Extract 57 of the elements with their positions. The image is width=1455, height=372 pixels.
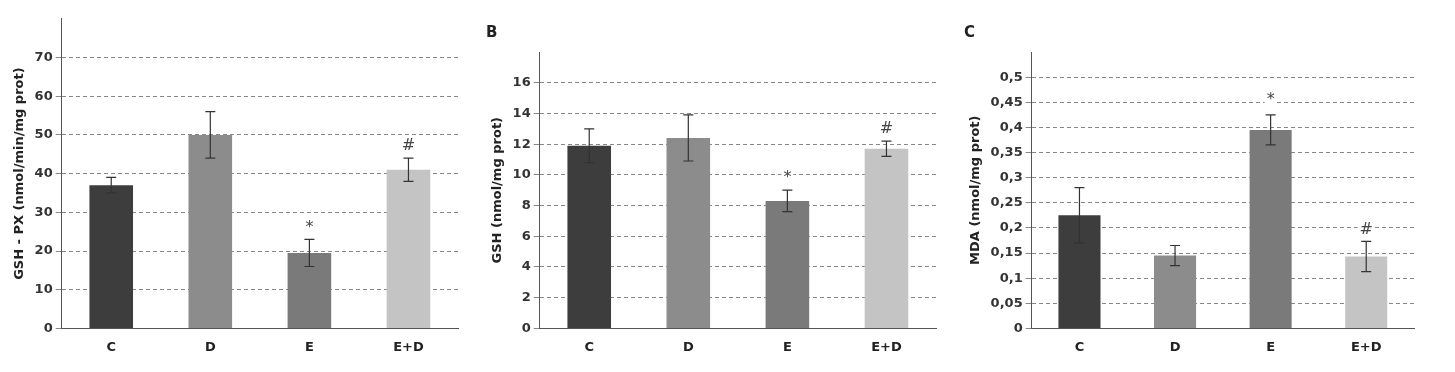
y-tick-label: 16 bbox=[512, 74, 531, 90]
y-tick-label: 8 bbox=[521, 196, 531, 212]
x-tick-label: C bbox=[1074, 338, 1085, 354]
annotation: # bbox=[401, 135, 416, 155]
y-tick-label: 40 bbox=[34, 164, 53, 180]
chart-title: B bbox=[486, 22, 498, 41]
bar bbox=[864, 148, 909, 328]
y-tick-label: 2 bbox=[521, 289, 531, 305]
y-tick-label: 0,3 bbox=[999, 169, 1023, 185]
bar bbox=[386, 169, 431, 328]
y-tick-label: 50 bbox=[34, 126, 53, 142]
y-tick-label: 70 bbox=[34, 48, 53, 64]
y-tick-label: 0,25 bbox=[990, 194, 1023, 210]
y-tick-label: 20 bbox=[34, 242, 53, 258]
bar bbox=[1249, 129, 1292, 328]
x-tick-label: E+D bbox=[393, 338, 424, 354]
annotation: * bbox=[783, 167, 792, 187]
y-tick-label: 0,2 bbox=[999, 219, 1023, 235]
y-tick-label: 0,05 bbox=[990, 294, 1023, 310]
annotation: * bbox=[1266, 89, 1275, 109]
x-tick-label: E bbox=[304, 338, 314, 354]
y-tick-label: 10 bbox=[34, 281, 53, 297]
bar bbox=[1345, 256, 1388, 328]
y-tick-label: 0,1 bbox=[999, 269, 1023, 285]
annotation: # bbox=[879, 118, 894, 138]
annotation: * bbox=[305, 216, 314, 236]
y-tick-label: 0 bbox=[521, 319, 531, 335]
bar bbox=[287, 252, 332, 328]
y-axis-title: GSH - PX (nmol/min/mg prot) bbox=[11, 67, 27, 280]
y-tick-label: 0,45 bbox=[990, 93, 1023, 109]
x-tick-label: E bbox=[1266, 338, 1276, 354]
annotation: # bbox=[1359, 218, 1373, 238]
y-axis-title: MDA (nmol/mg prot) bbox=[967, 115, 983, 265]
x-tick-label: D bbox=[1169, 338, 1181, 354]
bar bbox=[765, 200, 810, 328]
y-tick-label: 30 bbox=[34, 203, 53, 219]
y-tick-label: 0,35 bbox=[990, 143, 1023, 159]
y-tick-label: 0,5 bbox=[999, 68, 1023, 84]
y-axis-title: GSH (nmol/mg prot) bbox=[489, 116, 505, 264]
y-tick-label: 10 bbox=[512, 166, 531, 182]
x-tick-label: E bbox=[782, 338, 792, 354]
x-tick-label: E+D bbox=[1350, 338, 1382, 354]
x-tick-label: D bbox=[682, 338, 694, 354]
x-tick-label: D bbox=[204, 338, 216, 354]
y-tick-label: 14 bbox=[512, 104, 531, 120]
y-tick-label: 0 bbox=[1013, 319, 1023, 335]
y-tick-label: 4 bbox=[521, 258, 531, 274]
y-tick-label: 6 bbox=[521, 227, 531, 243]
y-tick-label: 60 bbox=[34, 87, 53, 103]
y-tick-label: 12 bbox=[512, 135, 531, 151]
y-tick-label: 0 bbox=[43, 319, 53, 335]
chart-title: C bbox=[964, 22, 976, 41]
x-tick-label: C bbox=[106, 338, 116, 354]
x-tick-label: E+D bbox=[871, 338, 902, 354]
x-tick-label: C bbox=[584, 338, 594, 354]
y-tick-label: 0,15 bbox=[990, 244, 1023, 260]
y-tick-label: 0,4 bbox=[999, 118, 1023, 134]
